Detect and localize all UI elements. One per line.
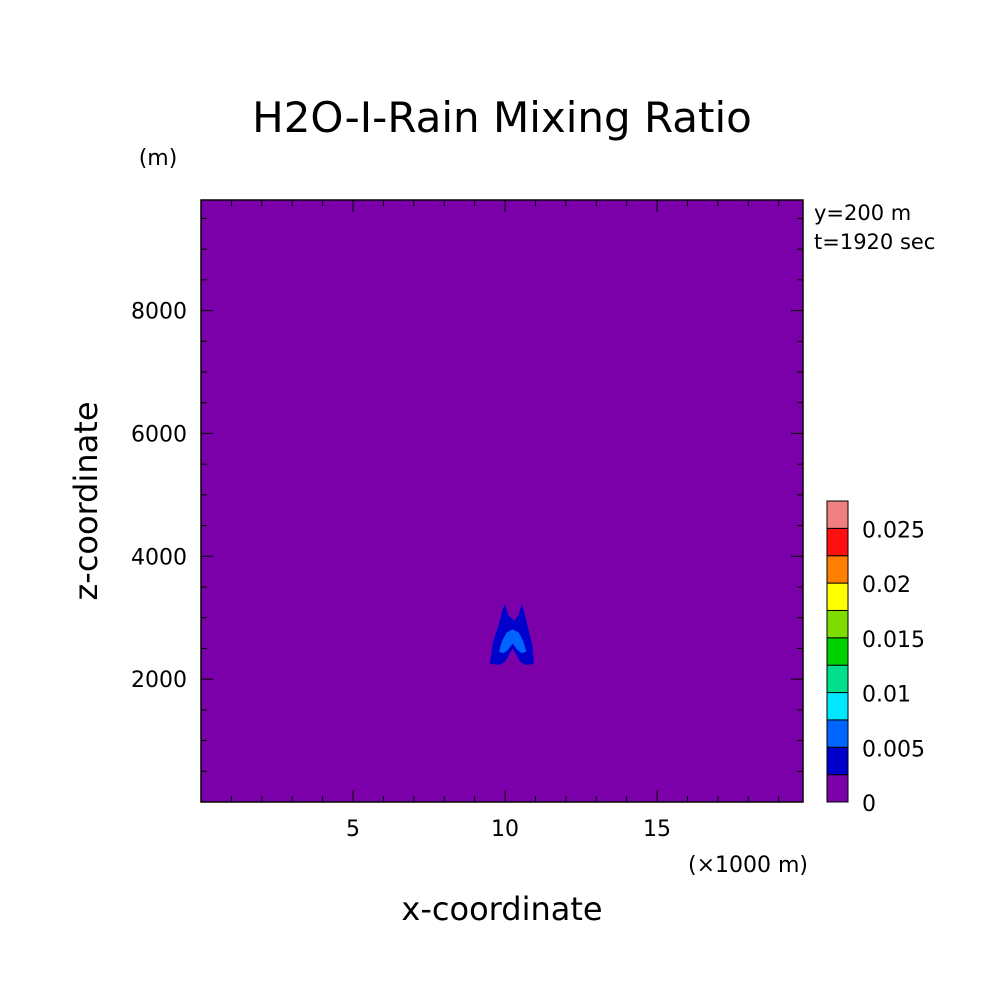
colorbar-tick-label: 0: [862, 792, 876, 817]
y-axis-label: z-coordinate: [67, 401, 105, 600]
colorbar-swatch: [826, 582, 849, 611]
y-tick-label: 8000: [131, 300, 187, 325]
y-axis: 2000 4000 6000 8000: [131, 217, 803, 772]
field-background: [201, 200, 803, 802]
chart-title: H2O-I-Rain Mixing Ratio: [252, 93, 752, 142]
x-axis-label: x-coordinate: [401, 890, 602, 928]
colorbar-swatch: [826, 637, 849, 666]
info-y-position: y=200 m: [814, 201, 911, 225]
contour-fill-1: [499, 629, 527, 654]
x-tick-label: 10: [491, 817, 519, 842]
colorbar-tick-label: 0.025: [862, 518, 925, 543]
colorbar-tick-label: 0.01: [862, 683, 911, 708]
colorbar-swatch: [826, 774, 849, 803]
y-unit-label: (m): [139, 146, 178, 171]
colorbar-tick-label: 0.02: [862, 573, 911, 598]
info-time: t=1920 sec: [814, 230, 935, 254]
y-tick-label: 6000: [131, 422, 187, 447]
x-tick-label: 5: [346, 817, 360, 842]
colorbar-tick-label: 0.015: [862, 628, 925, 653]
colorbar-swatch: [826, 500, 849, 529]
plot-area: [200, 199, 804, 803]
colorbar-swatch: [826, 555, 849, 584]
y-tick-label: 4000: [131, 545, 187, 570]
colorbar-swatch: [826, 664, 849, 694]
plot-frame: [200, 199, 804, 803]
colorbar-swatch: [826, 527, 849, 557]
colorbar-swatch: [826, 746, 849, 776]
x-unit-label: (×1000 m): [688, 853, 808, 878]
colorbar: 0 0.005 0.01 0.015 0.02 0.025: [826, 500, 925, 817]
y-tick-label: 2000: [131, 668, 187, 693]
colorbar-swatch: [826, 692, 849, 721]
x-axis: 5 10 15: [230, 200, 780, 842]
colorbar-swatch: [826, 609, 849, 639]
x-tick-label: 15: [643, 817, 671, 842]
colorbar-tick-label: 0.005: [862, 737, 925, 762]
colorbar-swatch: [826, 719, 849, 748]
